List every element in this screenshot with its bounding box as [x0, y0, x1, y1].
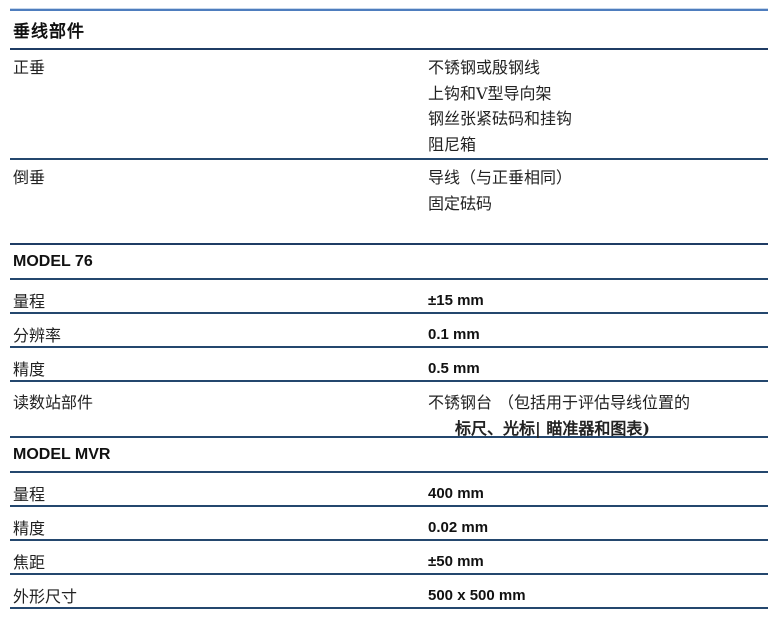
table-row: 外形尺寸 500 x 500 mm	[10, 575, 768, 607]
value-note-line1: （包括用于评估导线位置的	[498, 393, 691, 412]
value-note-line2: 标尺、光标| 瞄准器和图表)	[455, 419, 650, 438]
row-values: 导线（与正垂相同） 固定砝码	[428, 165, 768, 216]
row-divider	[10, 312, 768, 314]
row-label: 读数站部件	[13, 393, 94, 412]
table-row: 量程 ±15 mm	[10, 280, 768, 312]
table-row: 倒垂 导线（与正垂相同） 固定砝码	[10, 160, 768, 243]
heading-divider	[10, 471, 768, 473]
value-line: 导线（与正垂相同）	[428, 168, 573, 187]
row-label: 焦距	[13, 552, 46, 572]
table-row: 焦距 ±50 mm	[10, 541, 768, 573]
table-row: 分辨率 0.1 mm	[10, 314, 768, 346]
row-value: 0.5 mm	[428, 359, 480, 377]
heading-divider	[10, 48, 768, 50]
value-main: 不锈钢台	[428, 393, 493, 412]
row-divider	[10, 158, 768, 160]
row-label: 量程	[13, 291, 46, 311]
spec-sheet: 垂线部件 正垂 不锈钢或殷钢线 上钩和V型导向架 钢丝张紧砝码和挂钩 阻尼箱 倒…	[10, 0, 768, 609]
row-label: 正垂	[13, 58, 46, 77]
row-label: 精度	[13, 359, 46, 379]
row-divider	[10, 539, 768, 541]
row-label: 量程	[13, 484, 46, 504]
table-bottom-rule	[10, 436, 768, 438]
value-line: 不锈钢或殷钢线	[428, 58, 541, 77]
row-divider	[10, 380, 768, 382]
section-heading-plumb: 垂线部件	[13, 22, 85, 42]
table-bottom-rule	[10, 243, 768, 245]
row-value: 400 mm	[428, 484, 484, 502]
row-values: 不锈钢或殷钢线 上钩和V型导向架 钢丝张紧砝码和挂钩 阻尼箱	[428, 55, 768, 157]
row-divider	[10, 573, 768, 575]
row-divider	[10, 346, 768, 348]
table-row: 正垂 不锈钢或殷钢线 上钩和V型导向架 钢丝张紧砝码和挂钩 阻尼箱	[10, 50, 768, 158]
section-heading-model76: MODEL 76	[13, 253, 93, 270]
row-value: 0.02 mm	[428, 518, 489, 536]
value-with-note: 不锈钢台 （包括用于评估导线位置的	[428, 389, 768, 413]
table-bottom-rule	[10, 607, 768, 609]
row-value: ±15 mm	[428, 291, 484, 309]
table-row: 精度 0.5 mm	[10, 348, 768, 380]
row-label: 精度	[13, 518, 46, 538]
section-heading-modelmvr: MODEL MVR	[13, 446, 111, 463]
value-line: 上钩和V型导向架	[428, 83, 552, 103]
row-value: 0.1 mm	[428, 325, 480, 343]
row-label: 分辨率	[13, 325, 62, 345]
table-row: 读数站部件 不锈钢台 （包括用于评估导线位置的 标尺、光标| 瞄准器和图表)	[10, 382, 768, 439]
value-line: 固定砝码	[428, 193, 493, 213]
table-row: 量程 400 mm	[10, 473, 768, 505]
row-divider	[10, 505, 768, 507]
row-value: 500 x 500 mm	[428, 586, 526, 604]
heading-divider	[10, 278, 768, 280]
row-value: 不锈钢台 （包括用于评估导线位置的 标尺、光标| 瞄准器和图表)	[428, 382, 768, 439]
table-row: 精度 0.02 mm	[10, 507, 768, 539]
row-label: 倒垂	[13, 168, 46, 187]
top-accent-rule	[10, 8, 768, 11]
row-label: 外形尺寸	[13, 586, 78, 606]
value-line: 钢丝张紧砝码和挂钩	[428, 109, 573, 128]
value-line: 阻尼箱	[428, 134, 477, 154]
row-value: ±50 mm	[428, 552, 484, 570]
